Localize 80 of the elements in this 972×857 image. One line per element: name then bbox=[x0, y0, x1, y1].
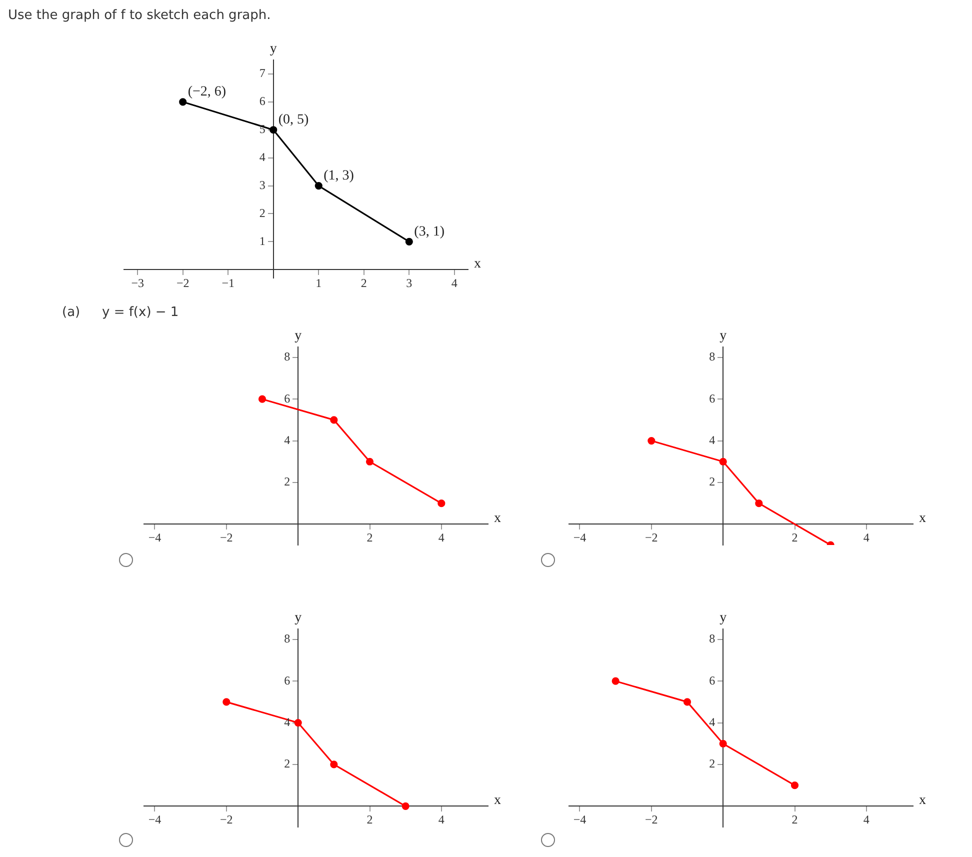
y-tick-label: 8 bbox=[709, 632, 716, 646]
x-axis-title: x bbox=[494, 510, 501, 526]
x-tick-label: −2 bbox=[220, 530, 233, 545]
x-tick-label: −4 bbox=[573, 530, 586, 545]
x-tick-label: −3 bbox=[131, 276, 144, 290]
point bbox=[330, 760, 338, 768]
annotation: (−2, 6) bbox=[188, 84, 226, 100]
x-axis-title: x bbox=[919, 792, 926, 808]
y-tick-label: 2 bbox=[709, 756, 716, 771]
point bbox=[683, 698, 692, 706]
x-tick-label: 4 bbox=[863, 530, 870, 545]
point bbox=[330, 416, 338, 424]
y-axis-title: y bbox=[294, 328, 302, 344]
point bbox=[790, 782, 799, 790]
y-axis-title: y bbox=[294, 610, 302, 626]
x-axis-title: x bbox=[474, 256, 481, 272]
x-axis-title: x bbox=[919, 510, 926, 526]
y-tick-label: 4 bbox=[709, 432, 716, 447]
y-tick-label: 6 bbox=[284, 673, 290, 688]
y-tick-label: 3 bbox=[259, 178, 266, 192]
x-tick-label: 2 bbox=[366, 530, 373, 545]
x-tick-label: 4 bbox=[863, 812, 870, 827]
x-tick-label: −4 bbox=[573, 812, 586, 827]
point bbox=[366, 458, 374, 466]
point bbox=[222, 698, 230, 706]
point bbox=[258, 395, 266, 403]
y-tick-label: 4 bbox=[284, 432, 290, 447]
point bbox=[294, 718, 302, 727]
point bbox=[612, 677, 620, 685]
y-axis-title: y bbox=[720, 328, 727, 344]
point bbox=[270, 126, 278, 134]
y-tick-label: 4 bbox=[259, 150, 266, 164]
x-tick-label: −2 bbox=[220, 812, 233, 827]
point bbox=[179, 98, 187, 106]
x-tick-label: −2 bbox=[645, 812, 658, 827]
y-axis-title: y bbox=[270, 42, 277, 57]
y-tick-label: 2 bbox=[284, 474, 290, 489]
x-tick-label: −4 bbox=[148, 530, 162, 545]
annotation: (1, 3) bbox=[324, 168, 354, 184]
x-tick-label: −2 bbox=[645, 530, 658, 545]
y-tick-label: 6 bbox=[259, 94, 266, 108]
y-tick-label: 2 bbox=[259, 206, 266, 220]
annotation: (0, 5) bbox=[278, 112, 310, 128]
point bbox=[719, 458, 727, 466]
x-tick-label: −4 bbox=[148, 812, 162, 827]
y-tick-label: 8 bbox=[284, 632, 290, 646]
y-tick-label: 6 bbox=[709, 391, 716, 406]
point bbox=[314, 182, 322, 190]
x-tick-label: 3 bbox=[406, 276, 412, 290]
point bbox=[405, 238, 413, 246]
y-tick-label: 7 bbox=[259, 66, 266, 80]
point bbox=[438, 500, 446, 508]
x-tick-label: 4 bbox=[451, 276, 458, 290]
annotation: (3, 1) bbox=[414, 224, 445, 240]
x-tick-label: 2 bbox=[792, 812, 798, 827]
y-tick-label: 4 bbox=[709, 714, 716, 729]
y-tick-label: 1 bbox=[259, 234, 266, 248]
y-tick-label: 2 bbox=[709, 474, 716, 489]
point bbox=[648, 436, 656, 445]
point bbox=[402, 802, 410, 810]
point bbox=[755, 500, 763, 508]
x-tick-label: 2 bbox=[366, 812, 373, 827]
x-tick-label: 2 bbox=[792, 530, 798, 545]
y-tick-label: 8 bbox=[284, 350, 290, 364]
x-tick-label: −1 bbox=[222, 276, 234, 290]
x-tick-label: 4 bbox=[438, 530, 444, 545]
x-tick-label: 4 bbox=[438, 812, 444, 827]
chart-subtitle: y = f(x) − 1 bbox=[102, 305, 179, 320]
y-tick-label: 6 bbox=[709, 673, 716, 688]
x-tick-label: −2 bbox=[176, 276, 190, 290]
y-tick-label: 8 bbox=[709, 350, 716, 364]
y-axis-title: y bbox=[720, 610, 727, 626]
chart-title: (a) bbox=[62, 305, 80, 320]
x-axis-title: x bbox=[494, 792, 501, 808]
x-tick-label: 2 bbox=[360, 276, 367, 290]
y-tick-label: 6 bbox=[284, 391, 290, 406]
x-tick-label: 1 bbox=[316, 276, 322, 290]
point bbox=[719, 740, 727, 748]
y-tick-label: 2 bbox=[284, 756, 290, 771]
chart-title: Use the graph of f to sketch each graph. bbox=[8, 8, 271, 23]
